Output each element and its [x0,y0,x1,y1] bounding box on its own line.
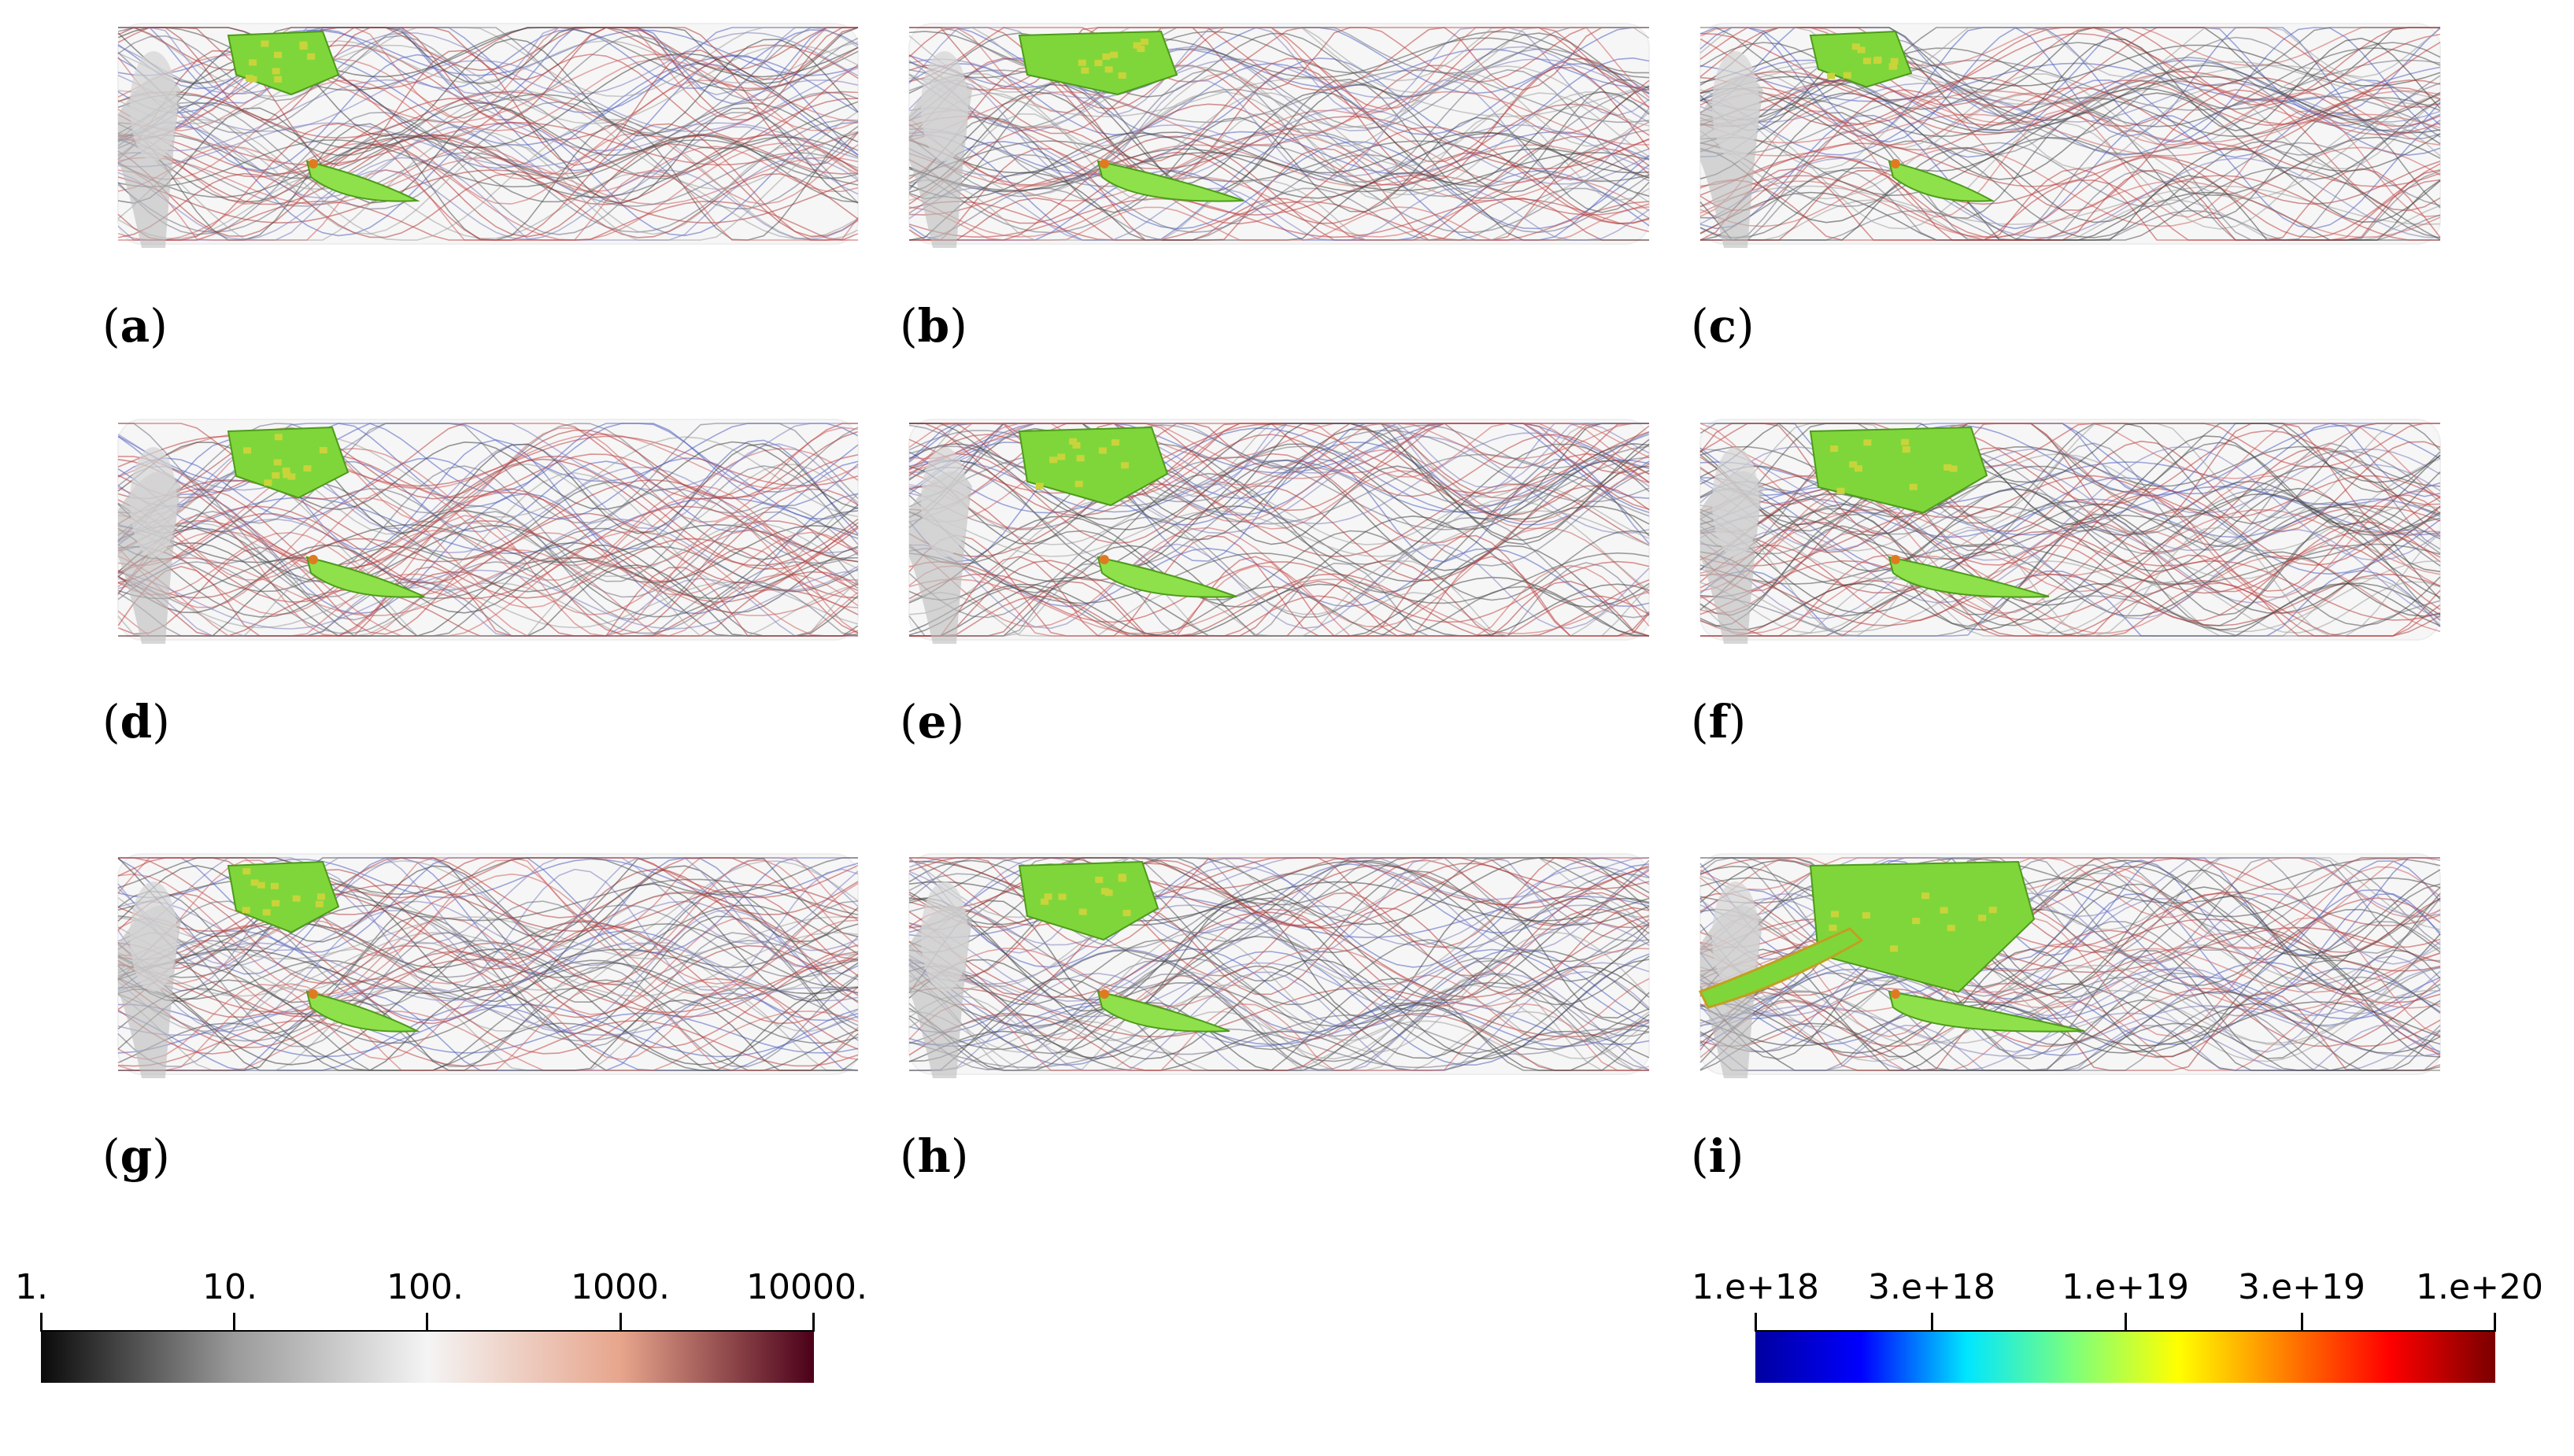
field-line-render [117,23,859,248]
colorbar-tick [1755,1313,1757,1332]
panel-label: a [120,299,150,353]
panel-label: c [1708,299,1736,353]
colorbar-gradient [1755,1332,2495,1383]
panel-a [110,20,866,248]
colorbar-tick [40,1313,43,1332]
panel-caption: (f) [1691,695,1747,748]
panel-label: i [1708,1129,1726,1183]
panel-e [901,416,1657,644]
field-line-render [117,419,859,644]
colorbar-tick [2125,1313,2127,1332]
colorbar-tick-label: 10000. [746,1267,867,1307]
colorbar-tick [2301,1313,2303,1332]
panel-label: d [120,695,153,748]
panel-i [1692,850,2448,1078]
panel-d [110,416,866,644]
panel-caption: (c) [1691,299,1755,353]
colorbar-tick-label: 1.e+18 [1692,1267,1819,1307]
field-line-render [908,419,1650,644]
colorbar-tick [619,1313,622,1332]
colorbar-left: 1. 10. 100. 1000. 10000. [0,1267,882,1393]
panel-b [901,20,1657,248]
colorbar-gradient [41,1332,814,1383]
colorbar-right: 1.e+18 3.e+18 1.e+19 3.e+19 1.e+20 [1685,1267,2574,1393]
panel-caption: (a) [102,299,168,353]
colorbar-tick [2494,1313,2496,1332]
panel-caption: (b) [900,299,967,353]
panel-caption: (g) [102,1129,170,1183]
colorbar-tick-label: 1000. [571,1267,670,1307]
panel-caption: (h) [900,1129,969,1183]
panel-label: b [917,299,950,353]
field-line-render [1699,23,2441,248]
colorbar-tick-label: 1.e+20 [2416,1267,2543,1307]
colorbar-tick [426,1313,428,1332]
colorbar-tick-label: 10. [202,1267,257,1307]
colorbar-tick-label: 1.e+19 [2062,1267,2189,1307]
panel-label: e [917,695,947,748]
panel-label: h [917,1129,951,1183]
field-line-render [1699,419,2441,644]
panel-caption: (i) [1691,1129,1744,1183]
panel-h [901,850,1657,1078]
field-line-render [908,853,1650,1078]
panel-caption: (e) [900,695,965,748]
panel-label: g [120,1129,153,1183]
field-line-render [1698,853,2441,1078]
field-line-render [908,23,1650,248]
panel-f [1692,416,2448,644]
colorbar-tick [1931,1313,1933,1332]
colorbar-tick [812,1313,815,1332]
panel-caption: (d) [102,695,170,748]
colorbar-tick [233,1313,235,1332]
colorbar-tick-label: 3.e+18 [1868,1267,1995,1307]
colorbar-tick-label: 100. [386,1267,464,1307]
panel-c [1692,20,2448,248]
panel-label: f [1708,695,1729,748]
panel-g [110,850,866,1078]
field-line-render [117,853,859,1078]
colorbar-tick-label: 3.e+19 [2238,1267,2365,1307]
colorbar-tick-label: 1. [15,1267,48,1307]
